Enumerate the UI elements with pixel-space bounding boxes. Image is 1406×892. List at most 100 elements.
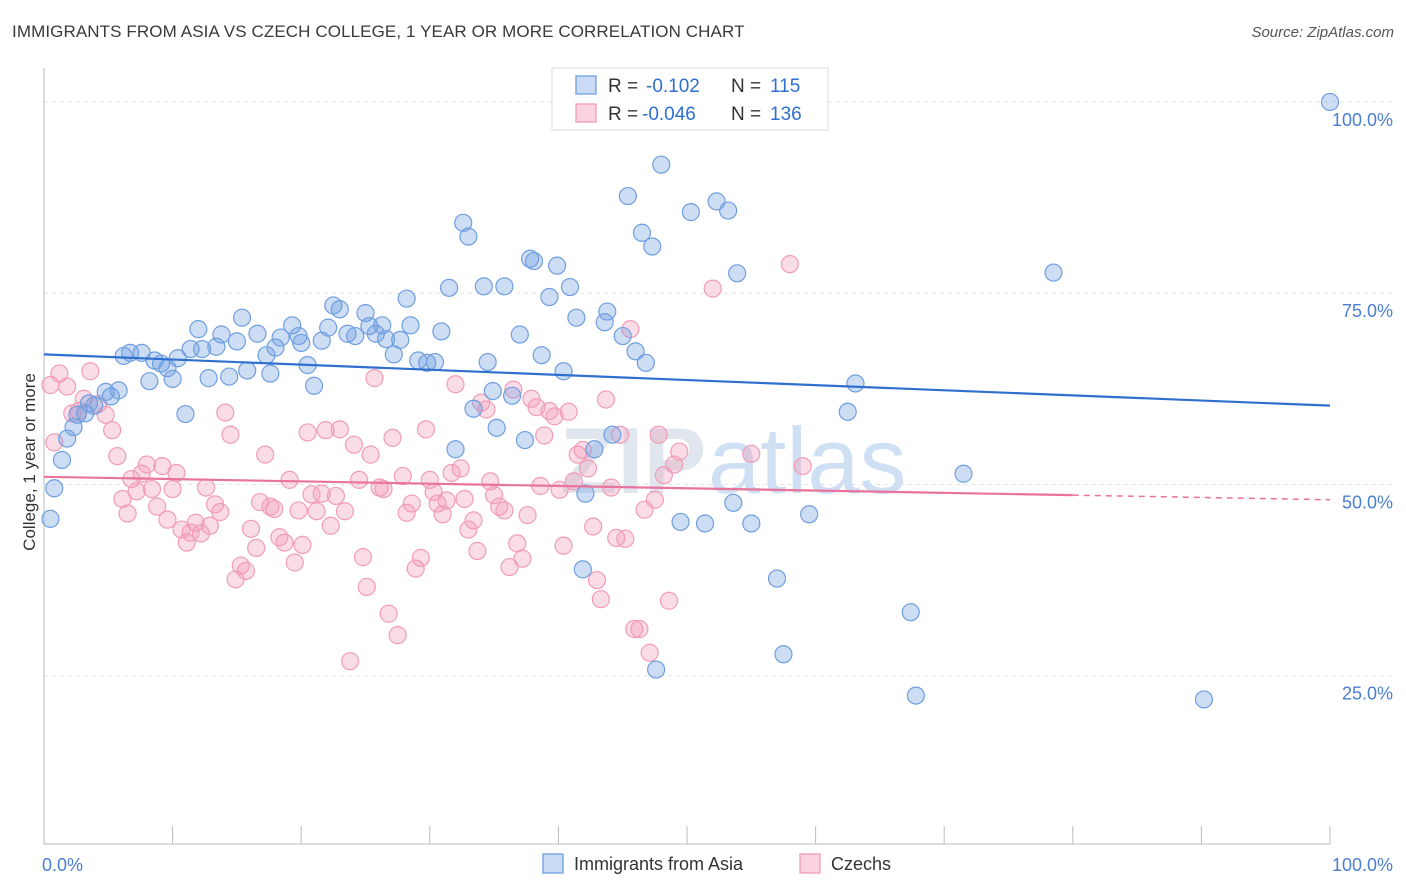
series-legend-label-czechs: Czechs xyxy=(831,854,891,874)
x-tick-label: 100.0% xyxy=(1332,855,1393,875)
data-point xyxy=(513,549,532,568)
data-point xyxy=(464,511,483,530)
data-point xyxy=(391,330,410,349)
trend-lines xyxy=(43,353,1331,501)
data-point xyxy=(220,367,239,386)
data-point xyxy=(439,278,459,297)
data-point xyxy=(193,339,212,359)
legend-n-value-czechs: 136 xyxy=(770,104,802,125)
data-point xyxy=(344,435,364,454)
data-point xyxy=(1044,263,1063,282)
data-point xyxy=(365,369,384,388)
legend-n-value-asia: 115 xyxy=(770,76,800,97)
data-point xyxy=(567,308,586,327)
data-point xyxy=(265,499,284,519)
data-point xyxy=(548,256,567,275)
tick-labels: 25.0% 50.0% 75.0% 100.0% 0.0% 100.0% xyxy=(42,110,1393,875)
data-point xyxy=(464,399,483,418)
data-point xyxy=(231,556,250,575)
data-point xyxy=(326,486,346,506)
data-point xyxy=(478,352,497,372)
trend-line-czechs-extension xyxy=(1072,494,1331,501)
data-point xyxy=(1194,690,1214,709)
data-point xyxy=(261,364,280,383)
data-point xyxy=(212,325,231,344)
data-point xyxy=(304,376,324,395)
data-point xyxy=(800,505,819,524)
data-point xyxy=(285,553,304,572)
data-point xyxy=(393,466,412,486)
data-point xyxy=(681,203,700,222)
legend-stats: R = -0.102 N = 115 R = -0.046 N = 136 xyxy=(551,67,829,131)
data-point xyxy=(163,369,182,388)
data-point xyxy=(500,557,519,577)
data-point xyxy=(780,255,799,274)
data-point xyxy=(508,534,527,553)
data-point xyxy=(767,569,787,588)
data-point xyxy=(45,479,64,498)
data-point xyxy=(177,533,196,552)
legend-r-label-czechs: R = xyxy=(608,104,638,125)
data-point xyxy=(137,455,156,474)
data-point xyxy=(442,463,461,483)
y-tick-label: 100.0% xyxy=(1332,110,1393,130)
data-point xyxy=(643,237,662,256)
data-point xyxy=(270,528,289,547)
data-point xyxy=(742,444,761,463)
source-credit: Source: ZipAtlas.com xyxy=(1251,24,1394,41)
data-point xyxy=(724,493,743,512)
series-legend: Immigrants from Asia Czechs xyxy=(542,853,891,874)
data-point xyxy=(906,686,926,705)
trend-line-czechs xyxy=(43,475,1073,497)
data-point xyxy=(591,590,610,609)
data-point xyxy=(603,425,622,444)
data-point xyxy=(163,479,182,499)
data-point xyxy=(632,223,652,242)
data-point xyxy=(487,418,506,437)
data-point xyxy=(742,514,761,533)
data-point xyxy=(127,482,146,501)
data-point xyxy=(401,316,420,335)
data-point xyxy=(167,463,186,483)
data-point xyxy=(374,479,393,499)
data-point xyxy=(483,382,502,401)
data-point xyxy=(611,425,630,444)
data-point xyxy=(402,494,421,513)
data-point xyxy=(454,213,473,232)
data-point xyxy=(477,400,496,419)
y-tick-label: 75.0% xyxy=(1342,301,1393,321)
data-point xyxy=(598,302,617,321)
data-point xyxy=(540,401,559,421)
data-point xyxy=(353,548,373,567)
legend-r-value-czechs: -0.046 xyxy=(642,104,696,125)
data-point xyxy=(647,660,666,679)
data-point xyxy=(793,456,812,476)
data-point xyxy=(271,328,290,347)
data-point xyxy=(189,320,208,339)
legend-swatch-asia xyxy=(575,75,597,95)
data-point xyxy=(236,561,256,580)
axes xyxy=(43,68,1331,845)
data-point xyxy=(379,604,398,623)
data-point xyxy=(584,517,603,536)
data-point xyxy=(361,445,380,464)
data-point xyxy=(621,320,640,339)
data-point xyxy=(196,478,216,497)
data-point xyxy=(411,548,430,567)
data-point xyxy=(200,516,219,535)
data-point xyxy=(595,313,614,332)
trend-line-asia xyxy=(43,353,1331,407)
data-point xyxy=(85,396,104,415)
series-legend-swatch-asia xyxy=(542,853,564,874)
data-point xyxy=(109,381,128,400)
data-point xyxy=(266,338,285,357)
data-point xyxy=(289,501,308,520)
data-point xyxy=(645,490,664,509)
data-point xyxy=(503,386,522,405)
data-point xyxy=(302,485,321,504)
legend-r-value-asia: -0.102 xyxy=(646,76,700,97)
data-point xyxy=(319,318,338,337)
data-point xyxy=(118,504,137,523)
data-point xyxy=(515,430,535,450)
